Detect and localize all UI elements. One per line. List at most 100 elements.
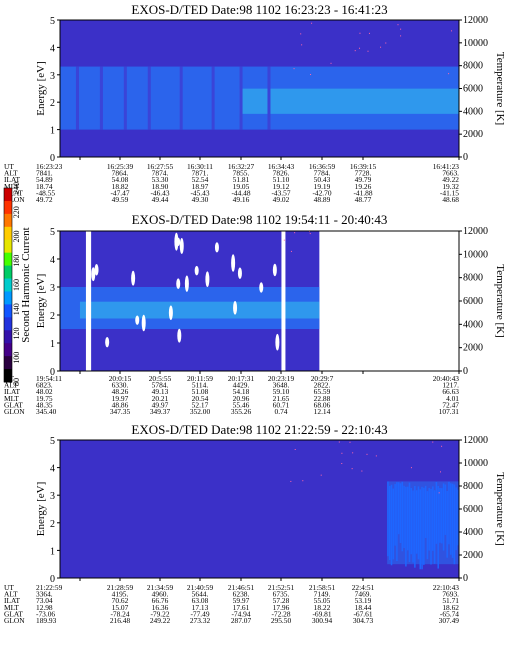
band-stripe xyxy=(406,486,409,551)
y2-tick-label: 2000 xyxy=(463,129,483,140)
noise-dot xyxy=(400,28,402,30)
table-cell: -65.74 xyxy=(440,609,459,618)
table-cell: 48.86 xyxy=(112,400,129,409)
noise-dot xyxy=(300,33,302,35)
noise-dot xyxy=(310,74,312,76)
band-stripe xyxy=(439,487,441,543)
colorbar-tick: 160 xyxy=(12,279,21,291)
noise-dot xyxy=(301,44,303,46)
table-cell: 349.37 xyxy=(150,407,171,416)
band-stripe xyxy=(394,484,396,546)
band-stripe xyxy=(388,485,391,561)
table-cell: 20:0:15 xyxy=(109,374,132,383)
table-cell: 7855. xyxy=(233,169,250,178)
y-tick-label: 4 xyxy=(50,464,55,475)
table-cell: 216.48 xyxy=(110,616,131,625)
table-cell: -44.48 xyxy=(231,188,250,197)
table-cell: 19:54:11 xyxy=(36,374,62,383)
table-cell: 347.35 xyxy=(110,407,131,416)
y2-tick-label: 10000 xyxy=(463,38,488,49)
table-cell: 52.17 xyxy=(192,400,209,409)
table-cell: 2822. xyxy=(314,381,331,390)
table-cell: 3648. xyxy=(273,381,290,390)
table-cell: 295.50 xyxy=(271,616,292,625)
colorbar-swatch xyxy=(4,252,12,267)
band-stripe xyxy=(455,487,457,551)
table-cell: 287.07 xyxy=(231,616,252,625)
data-dropout xyxy=(177,328,182,343)
table-cell: -73.06 xyxy=(36,609,55,618)
band-stripe xyxy=(444,484,447,535)
y-tick-label: 2 xyxy=(50,98,55,109)
noise-dot xyxy=(361,470,363,472)
table-cell: 6330. xyxy=(112,381,129,390)
noise-dot xyxy=(352,452,354,454)
table-cell: -41.15 xyxy=(440,188,459,197)
table-cell: 49.30 xyxy=(192,195,209,204)
y2-tick-label: 4000 xyxy=(463,319,483,330)
table-cell: -42.70 xyxy=(312,188,331,197)
table-cell: 16:32:27 xyxy=(228,162,255,171)
band-stripe xyxy=(414,485,416,568)
table-cell: 66.63 xyxy=(442,387,459,396)
colorbar-tick: 100 xyxy=(12,352,21,364)
table-cell: 16:34:43 xyxy=(268,162,295,171)
table-cell: 65.59 xyxy=(314,387,331,396)
y2-tick-label: 12000 xyxy=(463,435,488,446)
noise-dot xyxy=(359,32,361,34)
band-stripe xyxy=(421,486,423,570)
y2-tick-label: 0 xyxy=(463,152,468,163)
noise-dot xyxy=(432,441,434,443)
table-cell: 48.89 xyxy=(314,195,331,204)
data-dropout xyxy=(275,333,280,351)
band-stripe xyxy=(446,490,448,558)
table-cell: 352.00 xyxy=(190,407,211,416)
data-dropout xyxy=(231,254,236,272)
table-cell: 107.31 xyxy=(439,407,460,416)
band-stripe xyxy=(424,485,427,538)
band-stripe xyxy=(423,487,425,565)
noise-dot xyxy=(290,480,292,482)
table-cell: 63.08 xyxy=(192,596,209,605)
y2-tick-label: 0 xyxy=(463,573,468,584)
table-cell: 18.97 xyxy=(192,182,209,191)
band-stripe xyxy=(392,488,395,560)
noise-dot xyxy=(368,32,370,34)
band-stripe xyxy=(410,488,413,555)
band-stripe xyxy=(405,486,407,567)
table-cell: 21:34:59 xyxy=(147,583,174,592)
table-cell: 3364. xyxy=(36,590,53,599)
noise-dot xyxy=(309,233,311,235)
noise-dot xyxy=(438,492,440,494)
table-cell: 54.18 xyxy=(233,387,250,396)
table-cell: 60.71 xyxy=(273,400,290,409)
y2-tick-label: 2000 xyxy=(463,550,483,561)
colorbar-swatch xyxy=(4,304,12,318)
table-cell: 51.10 xyxy=(273,175,290,184)
y-tick-label: 5 xyxy=(50,436,55,447)
table-cell: 4429. xyxy=(233,381,250,390)
y-tick-label: 5 xyxy=(50,227,55,238)
band-stripe xyxy=(433,490,436,564)
table-cell: 21.65 xyxy=(273,394,290,403)
table-row-label: ALT xyxy=(4,381,18,390)
table-cell: -46.43 xyxy=(150,188,169,197)
table-cell: 18.44 xyxy=(355,603,372,612)
y2-tick-label: 6000 xyxy=(463,84,483,95)
table-cell: 355.26 xyxy=(231,407,252,416)
panel-title: EXOS-D/TED Date:98 1102 16:23:23 - 16:41… xyxy=(131,2,387,17)
y-tick-label: 3 xyxy=(50,491,55,502)
table-row-label: ALT xyxy=(4,169,18,178)
colorbar-tick: 180 xyxy=(12,255,21,267)
table-row-label: GLAT xyxy=(4,188,23,197)
table-cell: 4195. xyxy=(112,590,129,599)
table-cell: 7469. xyxy=(355,590,372,599)
noise-dot xyxy=(367,50,369,52)
y-tick-label: 1 xyxy=(50,126,55,137)
table-cell: 307.49 xyxy=(439,616,460,625)
table-cell: 21:22:59 xyxy=(36,583,63,592)
table-row-label: MLT xyxy=(4,603,19,612)
table-cell: 7784. xyxy=(314,169,331,178)
table-cell: 54.08 xyxy=(112,175,129,184)
